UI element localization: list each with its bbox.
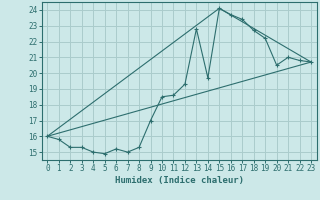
X-axis label: Humidex (Indice chaleur): Humidex (Indice chaleur) <box>115 176 244 185</box>
